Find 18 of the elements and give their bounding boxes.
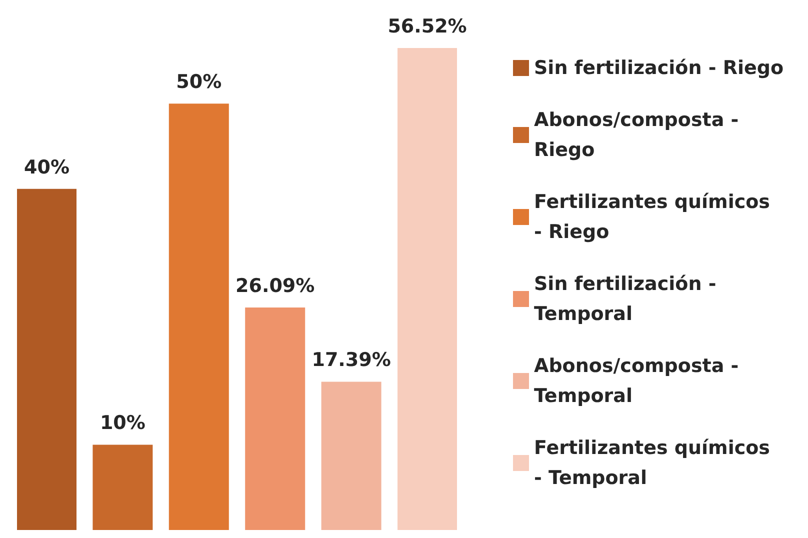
bar [321, 382, 382, 530]
legend-label: Fertilizantes químicos - Temporal [534, 437, 777, 489]
legend-label: Sin fertilización - Temporal [534, 273, 723, 325]
data-label: 26.09% [236, 275, 315, 298]
bar [17, 188, 76, 530]
bar [92, 444, 153, 530]
bar [168, 104, 229, 530]
data-label: 50% [176, 71, 222, 94]
legend-label: Sin fertilización - Riego [534, 57, 784, 79]
data-label: 56.52% [388, 16, 467, 38]
legend-label: Fertilizantes químicos - Riego [534, 191, 777, 243]
legend-label: Abonos/composta - Riego [534, 109, 746, 161]
legend-label: Abonos/composta - Temporal [534, 355, 746, 407]
data-label: 40% [24, 156, 70, 178]
bar [398, 48, 457, 530]
bar [245, 308, 306, 530]
data-label: 10% [100, 412, 146, 434]
data-label: 17.39% [312, 349, 391, 372]
